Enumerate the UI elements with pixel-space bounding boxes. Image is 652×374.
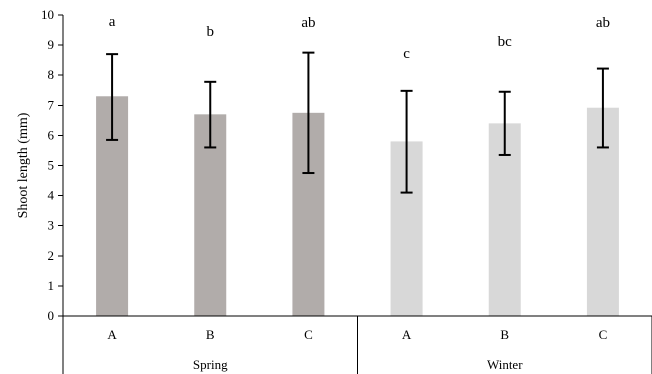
category-label-winter-a: A [402,327,412,342]
significance-label-winter-b: bc [498,34,513,50]
y-tick-label-7: 7 [48,97,55,112]
y-tick-label-2: 2 [48,248,55,263]
significance-label-winter-a: c [403,46,410,62]
y-tick-label-8: 8 [48,67,55,82]
category-label-spring-c: C [304,327,313,342]
y-tick-label-1: 1 [48,278,55,293]
y-axis-title: Shoot length (mm) [16,112,31,218]
category-label-winter-b: B [500,327,509,342]
significance-label-spring-b: b [207,24,215,40]
bars-layer [96,96,619,317]
y-tick-label-0: 0 [48,308,55,323]
y-ticks-layer: 0 1 2 3 4 5 6 7 8 9 10 [41,7,63,323]
group-label-0: Spring [193,357,228,372]
significance-label-spring-c: ab [301,15,315,31]
group-label-1: Winter [487,357,523,372]
y-tick-label-3: 3 [48,218,55,233]
significance-label-spring-a: a [109,14,116,30]
y-tick-label-5: 5 [48,158,55,173]
y-tick-label-9: 9 [48,37,55,52]
category-label-spring-b: B [206,327,215,342]
y-tick-label-6: 6 [48,127,55,142]
error-bars-layer [106,51,609,194]
labels-layer: Spring a Ab Bab C Winter c Abc Bab C [107,14,610,372]
category-label-spring-a: A [107,327,117,342]
y-tick-label-4: 4 [48,188,55,203]
y-tick-label-10: 10 [41,7,54,22]
category-label-winter-c: C [599,327,608,342]
significance-label-winter-c: ab [596,15,610,31]
axes-layer [62,15,652,374]
